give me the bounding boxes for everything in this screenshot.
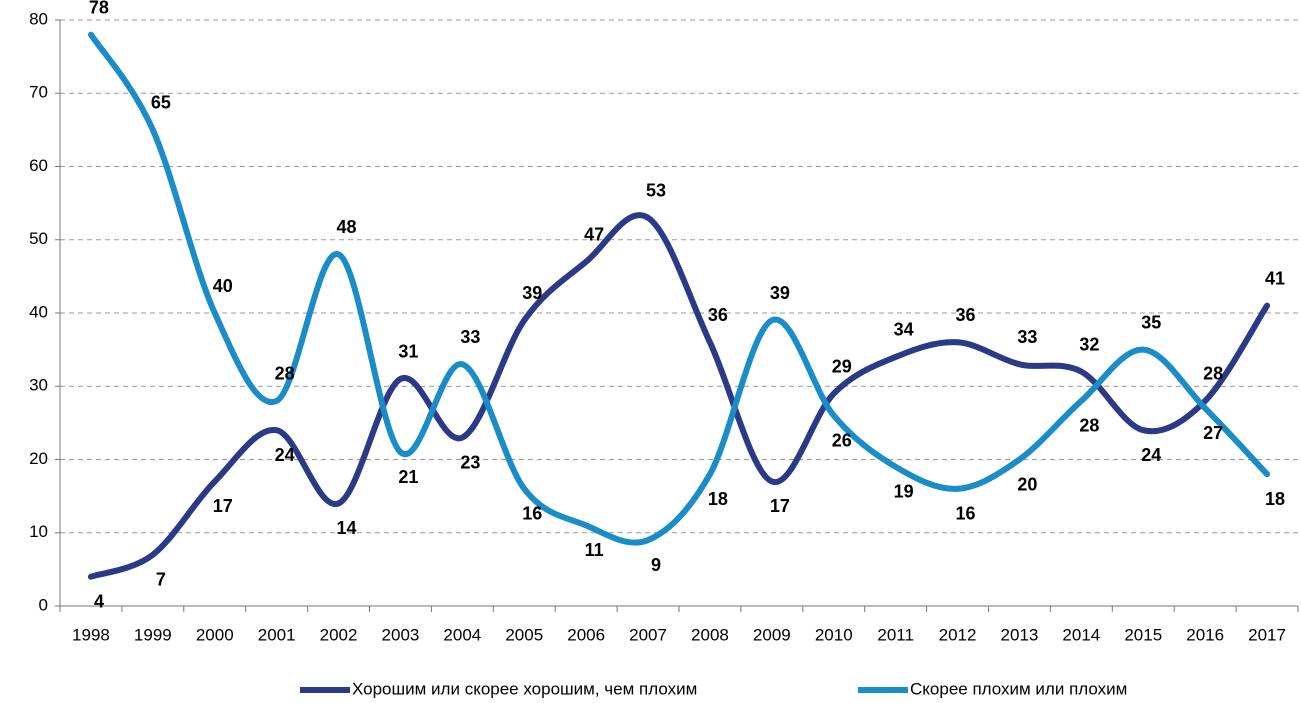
data-label: 40	[213, 276, 233, 296]
legend-label: Хорошим или скорее хорошим, чем плохим	[352, 679, 697, 698]
data-label: 24	[1141, 445, 1161, 465]
x-tick-label: 2004	[443, 625, 481, 644]
data-label: 33	[1017, 327, 1037, 347]
data-label: 78	[89, 0, 109, 17]
data-label: 14	[337, 518, 357, 538]
y-tick-label: 20	[29, 449, 48, 468]
x-tick-label: 2001	[258, 625, 296, 644]
data-label: 17	[213, 496, 233, 516]
legend-label: Скорее плохим или плохим	[910, 679, 1127, 698]
data-label: 26	[832, 430, 852, 450]
data-label: 36	[956, 305, 976, 325]
data-label: 28	[275, 364, 295, 384]
x-tick-label: 2006	[567, 625, 605, 644]
data-label: 27	[1203, 423, 1223, 443]
x-tick-label: 2008	[691, 625, 729, 644]
data-label: 53	[646, 181, 666, 201]
x-tick-label: 2007	[629, 625, 667, 644]
data-label: 16	[956, 504, 976, 524]
data-label: 20	[1017, 474, 1037, 494]
data-label: 18	[1265, 489, 1285, 509]
y-tick-label: 70	[29, 83, 48, 102]
x-tick-label: 2009	[753, 625, 791, 644]
data-label: 21	[398, 467, 418, 487]
data-label: 65	[151, 93, 171, 113]
x-tick-label: 1999	[134, 625, 172, 644]
data-label: 29	[832, 356, 852, 376]
x-tick-label: 2015	[1124, 625, 1162, 644]
data-label: 11	[585, 540, 604, 560]
y-tick-label: 10	[29, 522, 48, 541]
x-tick-label: 2012	[939, 625, 977, 644]
data-label: 36	[708, 305, 728, 325]
data-label: 7	[156, 569, 166, 589]
data-label: 47	[584, 224, 604, 244]
data-label: 18	[708, 489, 728, 509]
x-tick-label: 2010	[815, 625, 853, 644]
y-tick-label: 80	[29, 9, 48, 28]
line-series	[87, 212, 1271, 580]
data-label: 41	[1265, 268, 1285, 288]
x-tick-label: 2013	[1001, 625, 1039, 644]
data-label: 31	[398, 342, 418, 362]
x-tick-label: 2017	[1248, 625, 1286, 644]
x-tick-label: 2005	[505, 625, 543, 644]
data-label: 24	[275, 445, 295, 465]
data-label: 28	[1079, 416, 1099, 436]
x-tick-label: 2016	[1186, 625, 1224, 644]
y-tick-label: 30	[29, 376, 48, 395]
y-tick-label: 50	[29, 229, 48, 248]
y-tick-label: 60	[29, 156, 48, 175]
data-label: 34	[894, 320, 914, 340]
data-label: 19	[894, 482, 914, 502]
data-label: 39	[770, 283, 790, 303]
data-label: 4	[94, 591, 104, 611]
x-tick-label: 2002	[320, 625, 358, 644]
data-label: 48	[337, 217, 357, 237]
data-label: 16	[522, 504, 542, 524]
data-label: 35	[1141, 312, 1161, 332]
data-label: 9	[651, 555, 661, 575]
x-tick-label: 2003	[382, 625, 420, 644]
data-label: 23	[460, 452, 480, 472]
x-tick-label: 1998	[72, 625, 110, 644]
data-label: 33	[460, 327, 480, 347]
x-tick-label: 2011	[877, 625, 914, 644]
data-label: 39	[522, 283, 542, 303]
data-label: 28	[1203, 364, 1223, 384]
y-tick-label: 0	[39, 595, 48, 614]
line-series	[87, 31, 1271, 546]
y-tick-label: 40	[29, 302, 48, 321]
x-tick-label: 2014	[1062, 625, 1100, 644]
data-label: 17	[770, 496, 790, 516]
data-label: 32	[1079, 334, 1099, 354]
x-tick-label: 2000	[196, 625, 234, 644]
